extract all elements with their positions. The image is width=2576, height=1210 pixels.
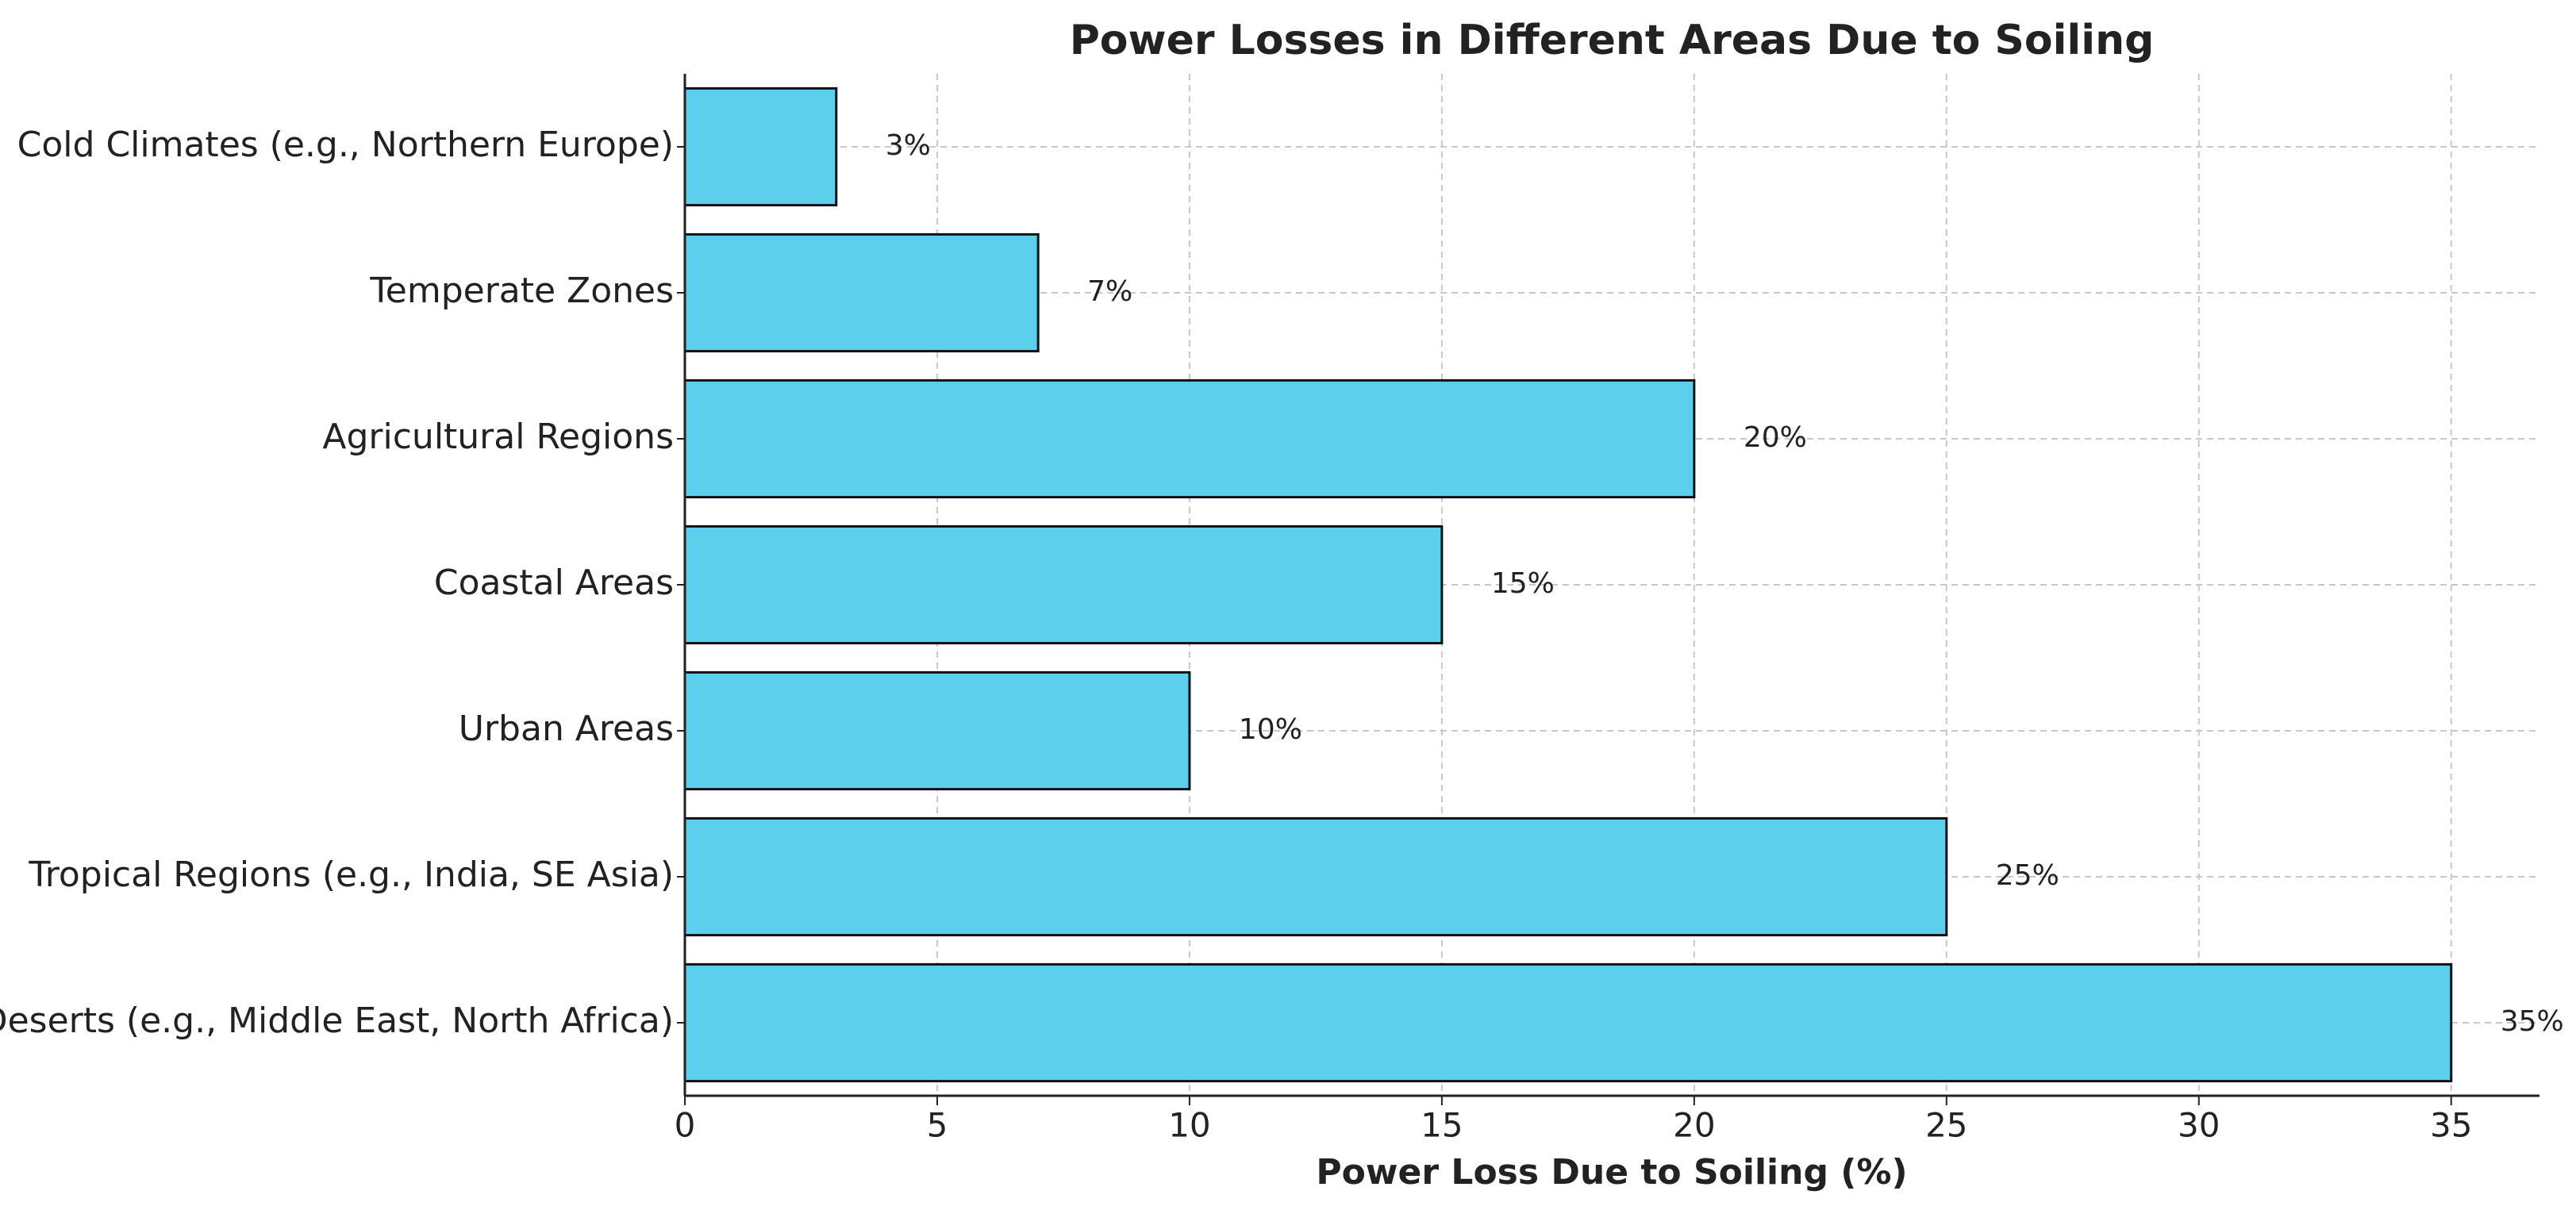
x-tick-label: 20 — [1673, 1106, 1715, 1145]
value-label: 7% — [1087, 275, 1132, 308]
bar — [683, 816, 1948, 937]
value-label: 10% — [1239, 713, 1302, 746]
x-tick-label: 35 — [2430, 1106, 2472, 1145]
value-label: 25% — [1996, 859, 2059, 892]
x-tick-label: 15 — [1421, 1106, 1463, 1145]
y-tick-label: Agricultural Regions — [322, 417, 674, 457]
y-tick-label: Tropical Regions (e.g., India, SE Asia) — [28, 855, 674, 895]
bar — [683, 86, 838, 207]
x-tick-label: 0 — [675, 1106, 696, 1145]
x-tick-label: 30 — [2178, 1106, 2220, 1145]
x-axis-label: Power Loss Due to Soiling (%) — [1316, 1152, 1907, 1193]
bar — [683, 232, 1040, 353]
x-tick-label: 5 — [927, 1106, 948, 1145]
bar — [683, 962, 2453, 1083]
y-tick-label: Urban Areas — [459, 709, 674, 749]
chart-title: Power Losses in Different Areas Due to S… — [1070, 17, 2155, 64]
x-tick-label: 25 — [1925, 1106, 1967, 1145]
value-label: 15% — [1491, 567, 1555, 600]
value-label: 35% — [2501, 1005, 2564, 1038]
value-label: 20% — [1744, 421, 1807, 454]
y-tick-label: Coastal Areas — [434, 563, 674, 603]
bar — [683, 378, 1696, 499]
x-tick-label: 10 — [1168, 1106, 1210, 1145]
value-label: 3% — [886, 129, 931, 162]
bar — [683, 524, 1444, 645]
y-tick-label: Deserts (e.g., Middle East, North Africa… — [0, 1001, 674, 1041]
y-tick-label: Cold Climates (e.g., Northern Europe) — [17, 125, 674, 165]
y-tick-label: Temperate Zones — [369, 271, 674, 311]
bar — [683, 670, 1191, 791]
